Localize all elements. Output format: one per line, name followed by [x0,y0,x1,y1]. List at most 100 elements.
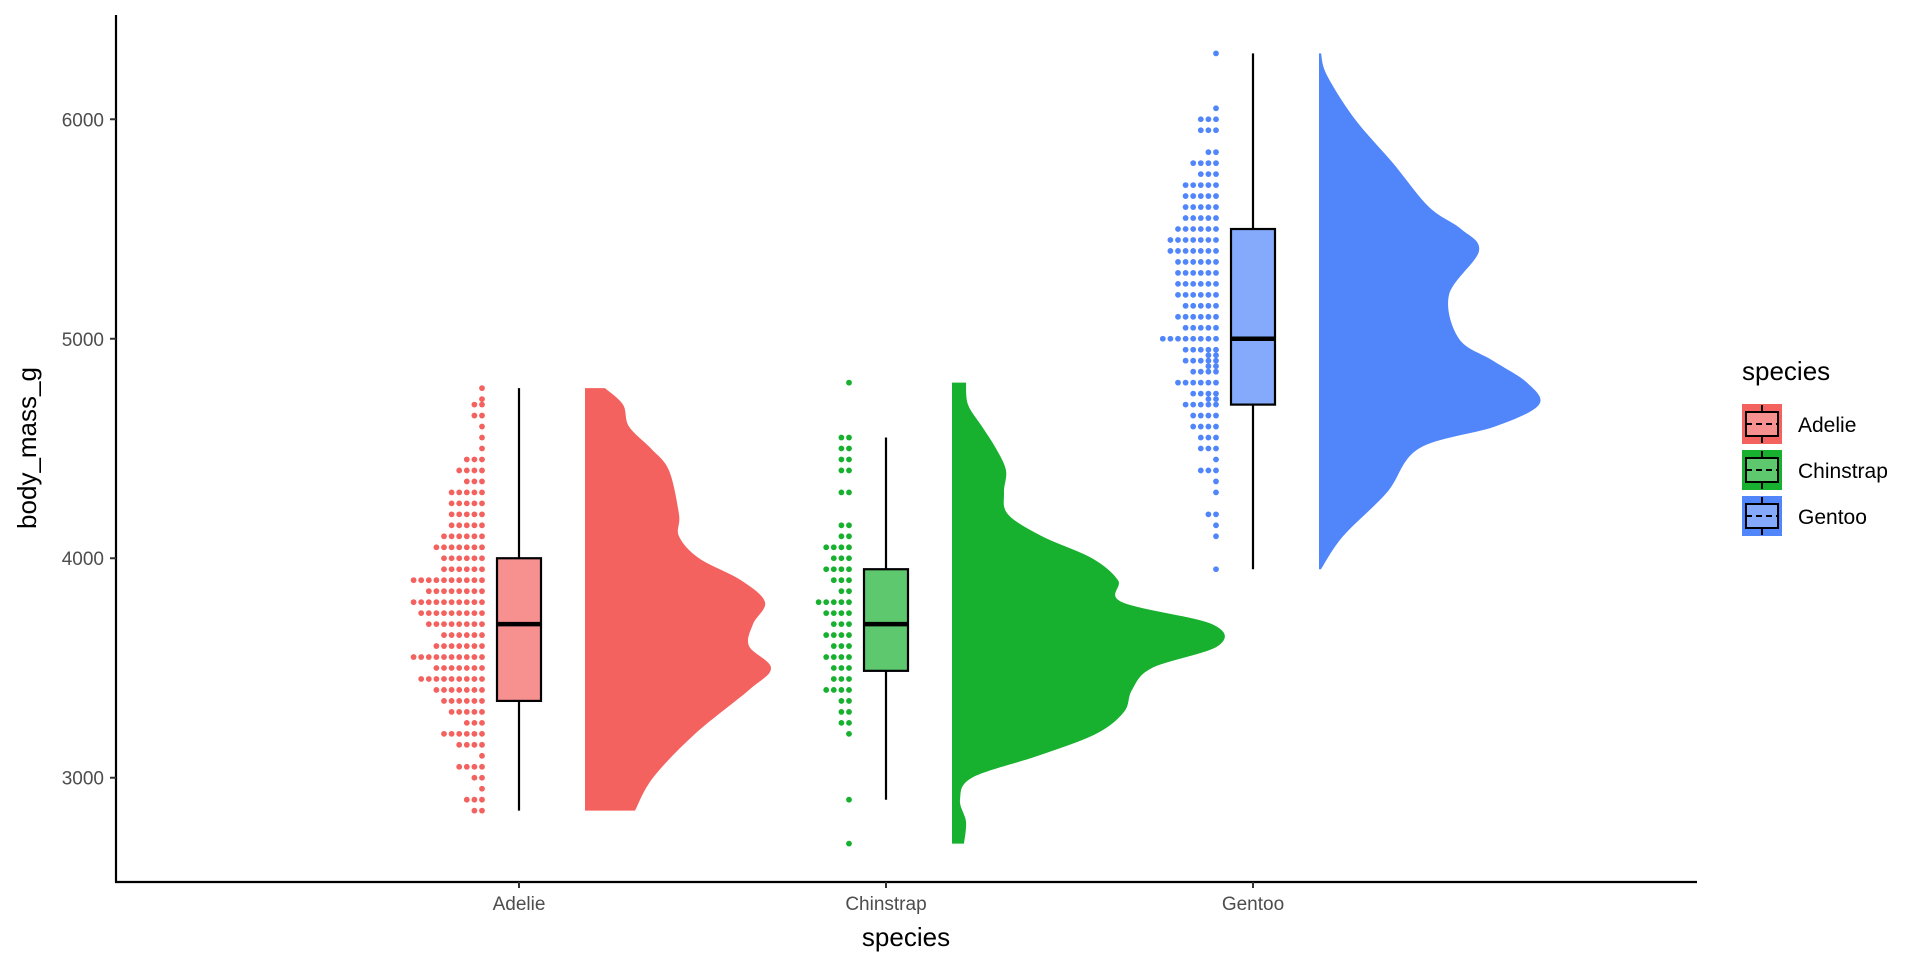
dot-chinstrap [815,599,822,606]
dot-adelie [471,412,478,419]
dot-gentoo [1205,363,1212,370]
dot-adelie [456,577,463,584]
dot-gentoo [1213,116,1219,123]
dot-adelie [471,555,478,562]
dot-chinstrap [830,599,837,606]
dot-chinstrap [846,445,852,452]
dot-chinstrap [846,434,852,441]
dot-adelie [471,643,478,649]
dot-adelie [463,763,470,770]
dot-chinstrap [830,544,837,551]
dot-chinstrap [823,654,830,660]
dot-gentoo [1213,478,1219,485]
dot-adelie [471,588,478,595]
dot-adelie [456,687,463,693]
dot-adelie [471,599,478,606]
dot-adelie [433,654,440,660]
dot-adelie [471,687,478,693]
dot-adelie [479,763,485,770]
dot-chinstrap [838,456,845,463]
dot-gentoo [1213,237,1219,243]
legend-item-chinstrap: Chinstrap [1742,450,1888,490]
dot-adelie [479,752,485,759]
dot-gentoo [1197,379,1204,386]
dot-adelie [448,566,455,573]
dot-chinstrap [823,544,830,551]
dot-chinstrap [838,588,845,595]
dot-gentoo [1197,302,1204,309]
dot-gentoo [1182,313,1189,320]
dot-gentoo [1190,237,1197,243]
dot-gentoo [1213,379,1219,386]
dot-adelie [463,511,470,518]
dot-adelie [448,665,455,671]
dot-adelie [471,401,478,408]
dot-gentoo [1197,423,1204,430]
dot-gentoo [1197,193,1204,199]
dot-adelie [471,610,478,617]
dot-chinstrap [838,533,845,540]
dot-adelie [448,708,455,715]
dot-gentoo [1182,302,1189,309]
dot-gentoo [1175,335,1181,342]
dot-gentoo [1167,335,1174,342]
dot-gentoo [1213,204,1219,210]
dot-adelie [441,676,447,682]
dot-adelie [433,577,440,584]
dot-gentoo [1197,248,1204,254]
dot-gentoo [1213,511,1219,518]
dot-chinstrap [846,676,852,682]
dot-chinstrap [838,698,845,704]
dot-adelie [456,522,463,529]
dot-adelie [456,654,463,660]
dot-adelie [448,654,455,660]
dot-gentoo [1190,270,1197,276]
dot-gentoo [1213,259,1219,265]
dot-gentoo [1205,149,1212,156]
y-tick-label: 4000 [62,549,104,570]
dot-gentoo [1205,390,1212,397]
dot-adelie [425,676,432,682]
dot-adelie [479,385,485,392]
dot-gentoo [1213,270,1219,276]
dot-gentoo [1205,511,1212,518]
dot-adelie [463,500,470,507]
dot-adelie [441,698,447,704]
dot-gentoo [1205,445,1212,452]
dot-adelie [471,544,478,551]
dot-gentoo [1213,445,1219,452]
dot-adelie [471,522,478,529]
dot-gentoo [1190,215,1197,221]
dot-gentoo [1190,412,1197,419]
dot-adelie [441,544,447,551]
dot-gentoo [1182,335,1189,342]
dot-adelie [463,577,470,584]
dot-gentoo [1175,259,1181,265]
dot-adelie [456,741,463,748]
dot-gentoo [1182,280,1189,287]
dot-adelie [418,654,425,660]
dot-adelie [479,445,485,452]
dot-chinstrap [846,467,852,474]
dot-gentoo [1213,149,1219,156]
dot-adelie [448,522,455,529]
dot-gentoo [1182,226,1189,232]
dot-gentoo [1197,401,1204,408]
dot-chinstrap [846,544,852,551]
dot-adelie [463,467,470,474]
dot-chinstrap [823,566,830,573]
dot-gentoo [1167,237,1174,243]
dot-gentoo [1205,193,1212,199]
dot-gentoo [1205,259,1212,265]
dot-gentoo [1205,335,1212,342]
dot-gentoo [1213,215,1219,221]
dot-adelie [479,555,485,562]
dot-gentoo [1205,423,1212,430]
dot-adelie [410,599,417,606]
dot-gentoo [1190,182,1197,189]
dot-chinstrap [838,687,845,693]
dot-gentoo [1213,352,1219,359]
dot-gentoo [1205,467,1212,474]
dot-gentoo [1197,160,1204,167]
dot-gentoo [1197,182,1204,189]
